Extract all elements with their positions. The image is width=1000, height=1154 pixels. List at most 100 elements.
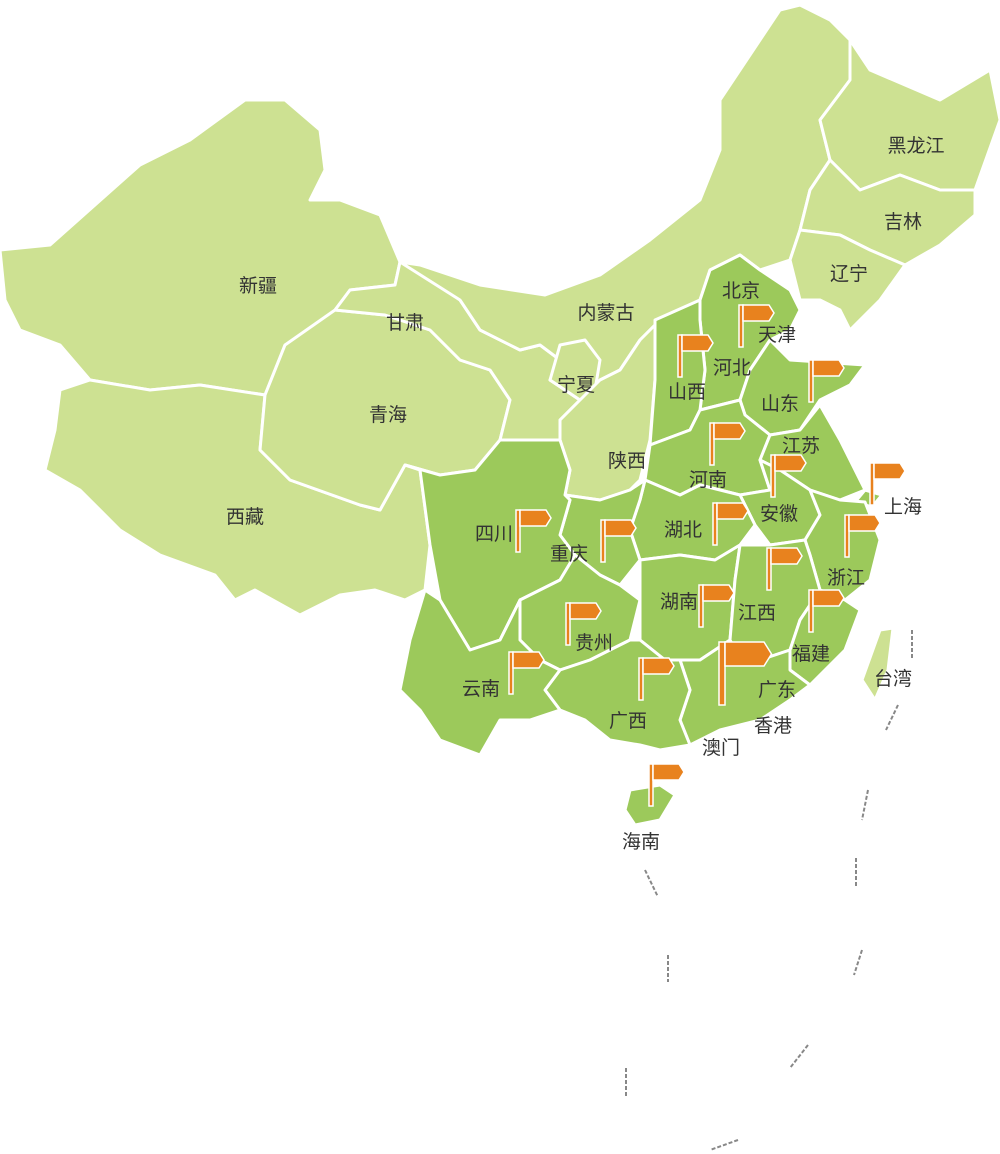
flag-pole (712, 502, 718, 546)
label-neimenggu: 内蒙古 (577, 302, 634, 324)
flag-icon[interactable] (844, 514, 881, 558)
flag-icon[interactable] (648, 763, 685, 807)
flag-icon[interactable] (770, 454, 807, 498)
label-jiangsu: 江苏 (782, 435, 820, 457)
label-hebei: 河北 (713, 357, 751, 379)
flag-icon[interactable] (808, 359, 845, 403)
flag-icon[interactable] (808, 589, 845, 633)
flag-pole (808, 359, 814, 403)
flag-pole (844, 514, 850, 558)
flag-pole (869, 462, 875, 506)
flag-pole (738, 304, 744, 348)
region-liaoning[interactable] (788, 228, 907, 332)
flag-cloth (774, 454, 807, 472)
label-macau: 澳门 (702, 737, 740, 759)
label-shanghai: 上海 (884, 496, 922, 518)
flag-pole (808, 589, 814, 633)
flag-cloth (681, 334, 714, 352)
flag-icon[interactable] (718, 641, 773, 706)
label-shandong: 山东 (761, 393, 799, 415)
flag-cloth (652, 763, 685, 781)
boundary-dash (885, 704, 899, 731)
label-chongqing: 重庆 (550, 543, 588, 565)
label-guizhou: 贵州 (575, 632, 613, 654)
province-labels: 新疆 西藏 青海 甘肃 内蒙古 宁夏 陕西 黑龙江 吉林 辽宁 北京 天津 河北… (226, 135, 945, 853)
label-henan: 河南 (689, 469, 727, 491)
label-hunan: 湖南 (660, 591, 698, 613)
flag-cloth (702, 584, 735, 602)
label-yunnan: 云南 (462, 678, 500, 700)
flag-icon[interactable] (698, 584, 735, 628)
nine-dash-line (625, 630, 913, 1151)
flag-icon[interactable] (869, 462, 906, 506)
flag-cloth (770, 547, 803, 565)
boundary-dash (853, 949, 863, 976)
flag-cloth (713, 422, 746, 440)
flag-pole (709, 422, 715, 466)
flag-pole (565, 602, 571, 646)
label-shanxi: 山西 (668, 381, 706, 403)
flag-pole (648, 763, 654, 807)
flag-icon[interactable] (766, 547, 803, 591)
flag-cloth (873, 462, 906, 480)
flag-pole (677, 334, 683, 378)
label-tianjin: 天津 (758, 324, 796, 346)
label-guangdong: 广东 (758, 679, 796, 701)
flag-cloth (512, 651, 545, 669)
label-shaanxi: 陕西 (608, 450, 646, 472)
label-gansu: 甘肃 (386, 312, 424, 334)
flag-cloth (604, 519, 637, 537)
flag-icon[interactable] (600, 519, 637, 563)
flag-cloth (848, 514, 881, 532)
label-jilin: 吉林 (884, 211, 922, 233)
label-zhejiang: 浙江 (827, 567, 865, 589)
label-xinjiang: 新疆 (239, 275, 277, 297)
label-anhui: 安徽 (760, 503, 798, 525)
label-taiwan: 台湾 (874, 668, 912, 690)
label-hubei: 湖北 (664, 519, 702, 541)
boundary-dash (789, 1044, 809, 1069)
label-jiangxi: 江西 (738, 602, 776, 624)
flag-icon[interactable] (515, 509, 552, 553)
flag-icon[interactable] (565, 602, 602, 646)
label-liaoning: 辽宁 (830, 263, 868, 285)
region-shandong[interactable] (738, 338, 867, 437)
label-xizang: 西藏 (226, 506, 264, 528)
region-taiwan[interactable] (860, 626, 895, 702)
flag-icon[interactable] (677, 334, 714, 378)
flag-pole (638, 657, 644, 701)
flag-pole (508, 651, 514, 695)
label-hongkong: 香港 (754, 715, 792, 737)
flag-pole (766, 547, 772, 591)
label-ningxia: 宁夏 (557, 374, 595, 396)
label-heilongjiang: 黑龙江 (887, 135, 944, 157)
flag-cloth (519, 509, 552, 527)
flag-icon[interactable] (709, 422, 746, 466)
boundary-dash (644, 869, 659, 898)
flag-cloth (569, 602, 602, 620)
label-qinghai: 青海 (369, 404, 407, 426)
boundary-dash (861, 789, 869, 821)
flag-cloth (742, 304, 775, 322)
flag-pole (600, 519, 606, 563)
flag-icon[interactable] (638, 657, 675, 701)
flag-icon[interactable] (508, 651, 545, 695)
label-hainan: 海南 (622, 831, 660, 853)
flag-icon[interactable] (712, 502, 749, 546)
region-yunnan[interactable] (398, 588, 562, 757)
flag-cloth (812, 359, 845, 377)
province-regions (0, 3, 1000, 827)
label-fujian: 福建 (792, 643, 830, 665)
flag-pole (515, 509, 521, 553)
flag-pole (698, 584, 704, 628)
flag-cloth (724, 641, 773, 667)
flag-markers (508, 304, 906, 807)
region-sichuan[interactable] (403, 438, 577, 652)
label-beijing: 北京 (722, 280, 760, 302)
flag-cloth (812, 589, 845, 607)
flag-icon[interactable] (738, 304, 775, 348)
boundary-dash (709, 1139, 739, 1151)
flag-pole (718, 641, 726, 706)
flag-cloth (716, 502, 749, 520)
